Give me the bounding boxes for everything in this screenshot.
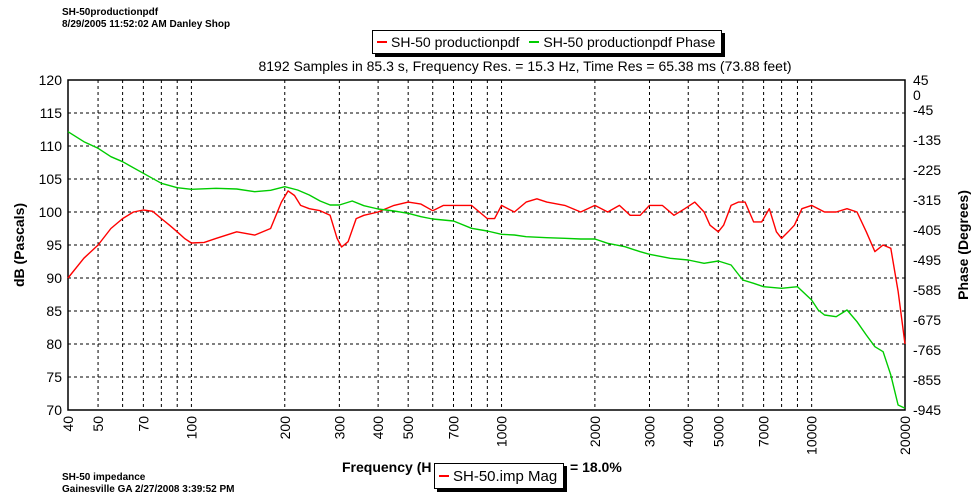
legend-swatch-phase [529, 41, 540, 43]
y2-tick-label: -675 [913, 312, 941, 328]
y-tick-label: 75 [46, 369, 62, 385]
y2-tick-label: -945 [913, 402, 941, 418]
y2-tick-label: -585 [913, 282, 941, 298]
x-tick-label: 50 [90, 416, 106, 432]
y2-tick-label: -45 [913, 102, 933, 118]
x-tick-label: 40 [60, 416, 76, 432]
y-tick-label: 115 [40, 105, 63, 121]
x-tick-label: 3000 [641, 416, 657, 447]
y2-tick-label: 0 [913, 87, 921, 103]
legend-label-phase: SH-50 productionpdf Phase [543, 34, 716, 50]
y2-axis-label: Phase (Degrees) [955, 190, 971, 300]
x-tick-label: 20000 [897, 416, 913, 455]
x-tick-label: 300 [331, 416, 347, 440]
y2-tick-label: -855 [913, 372, 941, 388]
footer-date-location: Gainesville GA 2/27/2008 3:39:52 PM [62, 484, 235, 495]
y-tick-label: 80 [46, 336, 62, 352]
y2-tick-label: -135 [913, 132, 941, 148]
x-tick-label: 70 [135, 416, 151, 432]
legend-bottom: SH-50.imp Mag [434, 463, 565, 489]
legend-label-impedance: SH-50.imp Mag [453, 467, 558, 485]
y-tick-label: 120 [39, 72, 63, 88]
x-tick-label: 5000 [710, 416, 726, 447]
legend-top: SH-50 productionpdf SH-50 productionpdf … [372, 30, 723, 54]
x-tick-label: 1000 [494, 416, 510, 447]
y2-tick-label: -495 [913, 252, 941, 268]
date-location-header: 8/29/2005 11:52:02 AM Danley Shop [62, 19, 231, 30]
x-tick-label: 2000 [587, 416, 603, 447]
plot-area [68, 80, 905, 410]
footer-file-name: SH-50 impedance [62, 472, 146, 483]
x-tick-label: 500 [400, 416, 416, 440]
y-tick-label: 95 [46, 237, 62, 253]
x-axis-label: Frequency (H [342, 459, 432, 475]
legend-item-impedance: SH-50.imp Mag [435, 468, 563, 485]
legend-item-magnitude: SH-50 productionpdf [373, 34, 525, 50]
y-axis-label: dB (Pascals) [11, 203, 27, 287]
y-tick-label: 70 [46, 402, 62, 418]
x-tick-label: 4000 [680, 416, 696, 447]
y-tick-label: 105 [39, 171, 63, 187]
legend-swatch-magnitude [377, 41, 387, 43]
y2-tick-label: 45 [913, 72, 929, 88]
x-tick-label: 400 [370, 416, 386, 440]
plot-border [67, 79, 906, 411]
y-tick-label: 90 [46, 270, 62, 286]
y-tick-label: 85 [46, 303, 62, 319]
x-tick-label: 200 [277, 416, 293, 440]
y2-tick-label: -765 [913, 342, 941, 358]
series-line-phase [67, 131, 906, 409]
file-name-header: SH-50productionpdf [62, 7, 159, 18]
y2-tick-label: -315 [913, 192, 941, 208]
legend-label-magnitude: SH-50 productionpdf [391, 34, 520, 50]
x-tick-label: 10000 [804, 416, 820, 455]
y2-tick-label: -225 [913, 162, 941, 178]
y-tick-label: 100 [39, 204, 63, 220]
legend-item-phase: SH-50 productionpdf Phase [525, 34, 721, 50]
x-tick-label: 100 [183, 416, 199, 440]
x-tick-label: 700 [445, 416, 461, 440]
series-line-magnitude [67, 190, 906, 345]
y-tick-label: 110 [40, 138, 63, 154]
legend-swatch-impedance [439, 475, 449, 477]
x-tick-label: 7000 [756, 416, 772, 447]
x-axis-label-tail: = 18.0% [570, 459, 622, 475]
y2-tick-label: -405 [913, 222, 941, 238]
chart-title: 8192 Samples in 85.3 s, Frequency Res. =… [258, 58, 792, 74]
